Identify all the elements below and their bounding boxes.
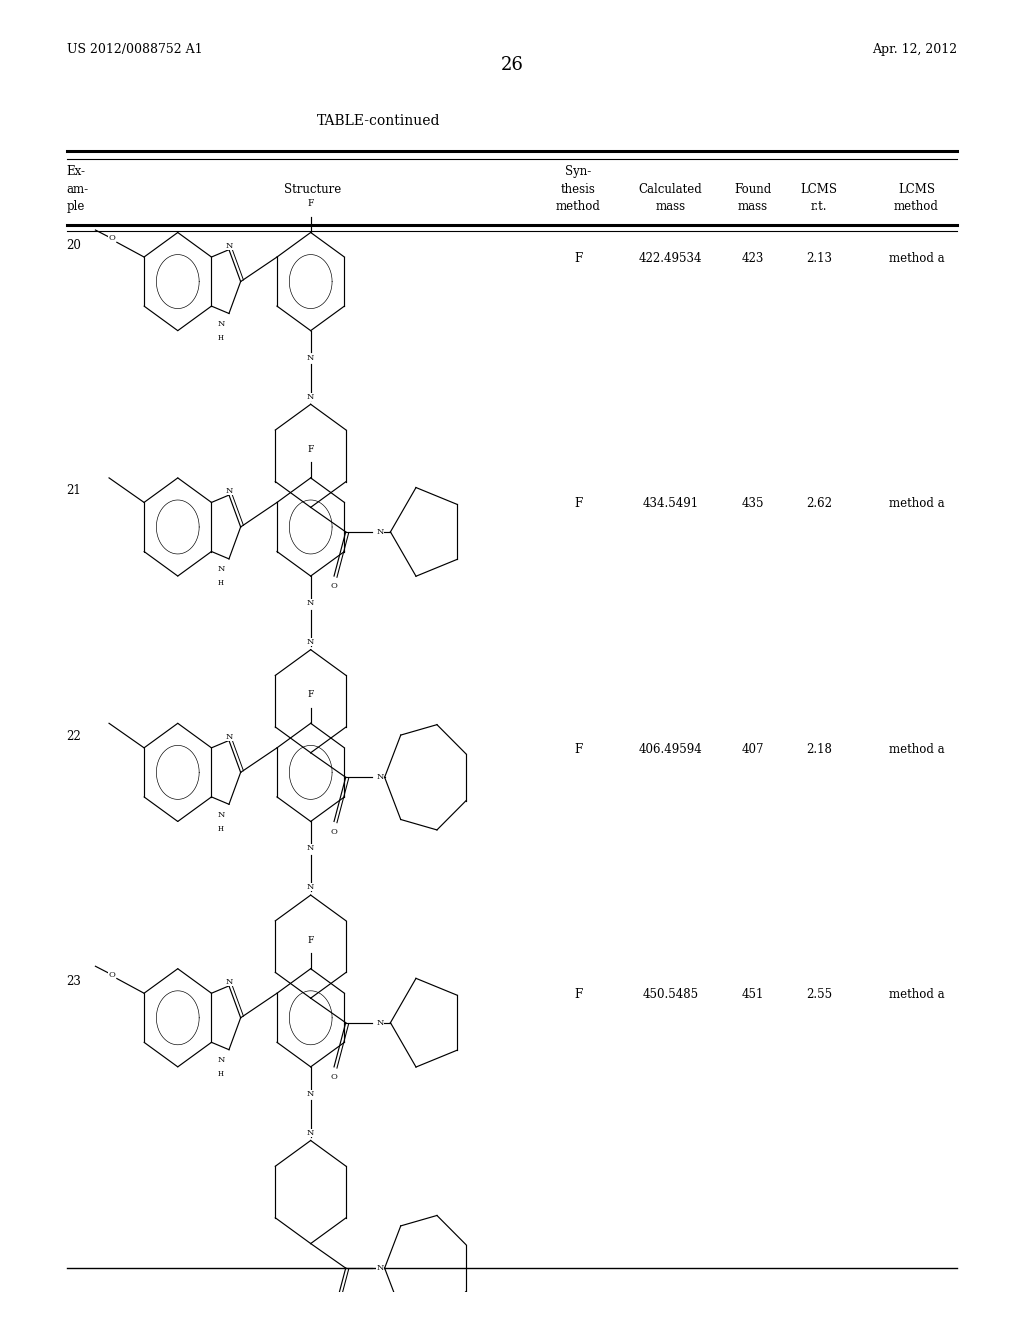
Text: method a: method a xyxy=(889,989,944,1001)
Text: 2.13: 2.13 xyxy=(806,252,833,265)
Text: N: N xyxy=(217,565,224,573)
Text: 20: 20 xyxy=(67,239,82,252)
Text: N: N xyxy=(307,845,314,853)
Text: ple: ple xyxy=(67,201,85,214)
Text: 2.18: 2.18 xyxy=(806,743,833,755)
Text: 435: 435 xyxy=(741,498,764,511)
Text: N: N xyxy=(225,242,232,249)
Text: N: N xyxy=(307,354,314,362)
Text: N: N xyxy=(376,774,384,781)
Text: N: N xyxy=(217,1056,224,1064)
Text: TABLE-continued: TABLE-continued xyxy=(317,114,440,128)
Text: O: O xyxy=(109,970,115,978)
Text: N: N xyxy=(307,392,314,400)
Text: N: N xyxy=(376,1265,384,1272)
Text: 23: 23 xyxy=(67,975,82,989)
Text: F: F xyxy=(307,936,314,945)
Text: 22: 22 xyxy=(67,730,81,743)
Text: Structure: Structure xyxy=(284,182,341,195)
Text: N: N xyxy=(376,528,384,536)
Text: N: N xyxy=(217,810,224,818)
Text: 450.5485: 450.5485 xyxy=(643,989,698,1001)
Text: 406.49594: 406.49594 xyxy=(639,743,702,755)
Text: F: F xyxy=(574,743,583,755)
Text: am-: am- xyxy=(67,182,89,195)
Text: N: N xyxy=(225,487,232,495)
Text: 26: 26 xyxy=(501,55,523,74)
Text: Ex-: Ex- xyxy=(67,165,86,178)
Text: N: N xyxy=(217,319,224,327)
Text: US 2012/0088752 A1: US 2012/0088752 A1 xyxy=(67,42,202,55)
Text: O: O xyxy=(331,828,338,836)
Text: mass: mass xyxy=(655,201,686,214)
Text: 451: 451 xyxy=(741,989,764,1001)
Text: Syn-: Syn- xyxy=(565,165,592,178)
Text: 2.55: 2.55 xyxy=(806,989,833,1001)
Text: method a: method a xyxy=(889,743,944,755)
Text: F: F xyxy=(307,445,314,454)
Text: N: N xyxy=(307,1090,314,1098)
Text: mass: mass xyxy=(737,201,768,214)
Text: F: F xyxy=(307,199,314,209)
Text: method a: method a xyxy=(889,252,944,265)
Text: N: N xyxy=(225,978,232,986)
Text: O: O xyxy=(331,582,338,590)
Text: 423: 423 xyxy=(741,252,764,265)
Text: N: N xyxy=(307,638,314,645)
Text: H: H xyxy=(218,579,224,587)
Text: 434.5491: 434.5491 xyxy=(643,498,698,511)
Text: Calculated: Calculated xyxy=(639,182,702,195)
Text: method: method xyxy=(556,201,601,214)
Text: Apr. 12, 2012: Apr. 12, 2012 xyxy=(872,42,957,55)
Text: 407: 407 xyxy=(741,743,764,755)
Text: LCMS: LCMS xyxy=(898,182,935,195)
Text: Found: Found xyxy=(734,182,771,195)
Text: 422.49534: 422.49534 xyxy=(639,252,702,265)
Text: 21: 21 xyxy=(67,484,81,498)
Text: N: N xyxy=(307,883,314,891)
Text: H: H xyxy=(218,334,224,342)
Text: N: N xyxy=(376,1019,384,1027)
Text: method a: method a xyxy=(889,498,944,511)
Text: N: N xyxy=(307,599,314,607)
Text: F: F xyxy=(574,252,583,265)
Text: N: N xyxy=(307,1129,314,1137)
Text: F: F xyxy=(307,690,314,700)
Text: r.t.: r.t. xyxy=(811,201,827,214)
Text: LCMS: LCMS xyxy=(801,182,838,195)
Text: F: F xyxy=(574,989,583,1001)
Text: 2.62: 2.62 xyxy=(806,498,833,511)
Text: H: H xyxy=(218,825,224,833)
Text: H: H xyxy=(218,1071,224,1078)
Text: O: O xyxy=(331,1319,338,1320)
Text: F: F xyxy=(574,498,583,511)
Text: O: O xyxy=(109,235,115,243)
Text: thesis: thesis xyxy=(561,182,596,195)
Text: O: O xyxy=(331,1073,338,1081)
Text: method: method xyxy=(894,201,939,214)
Text: N: N xyxy=(225,733,232,741)
